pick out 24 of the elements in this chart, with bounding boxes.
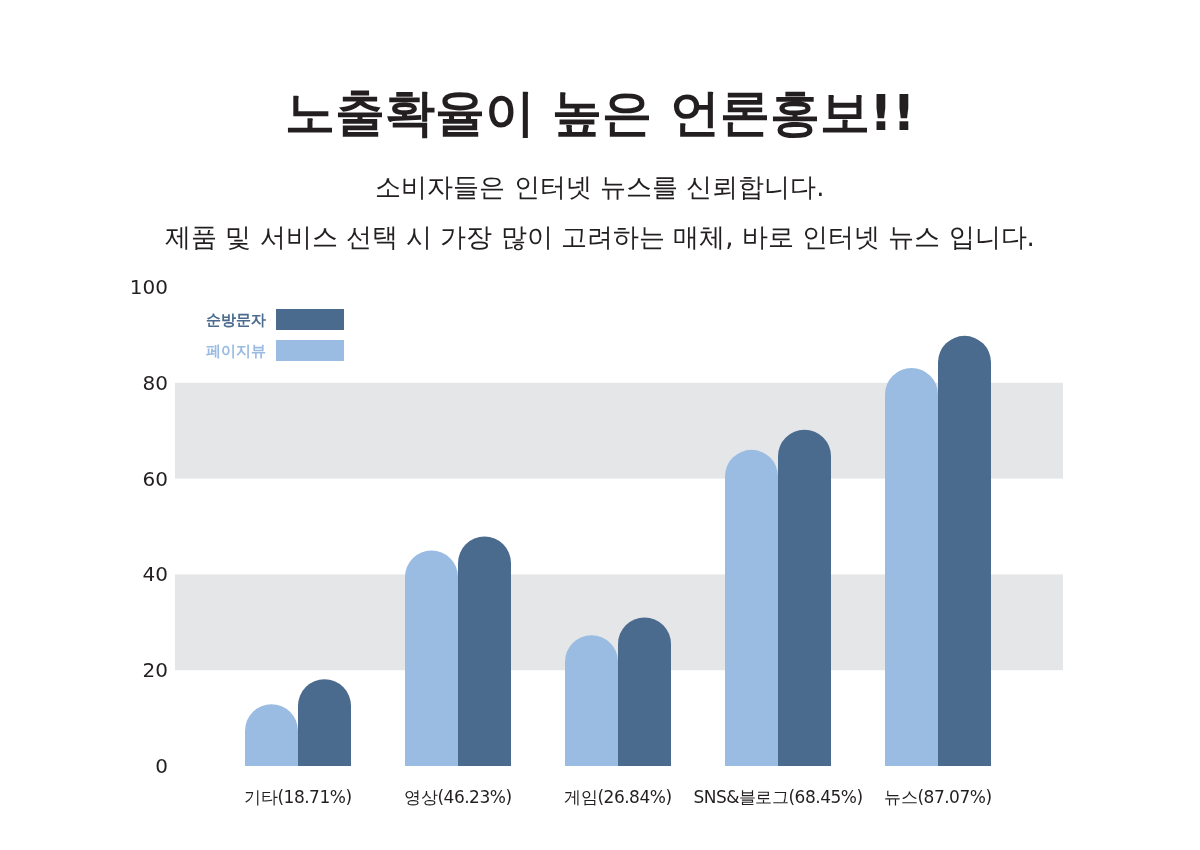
bar: [618, 617, 671, 766]
bar: [938, 335, 991, 766]
bar: [298, 679, 351, 766]
bar: [778, 429, 831, 766]
bar: [885, 368, 938, 766]
bar: [565, 635, 618, 766]
legend-label: 페이지뷰: [206, 342, 266, 360]
x-tick-label: SNS&블로그(68.45%): [693, 787, 863, 807]
y-tick-label: 40: [142, 562, 168, 587]
chart-title: 노출확율이 높은 언론홍보!!: [284, 84, 916, 142]
x-tick-label: 기타(18.71%): [244, 787, 352, 807]
bar: [405, 550, 458, 766]
x-tick-label: 뉴스(87.07%): [884, 787, 992, 807]
x-tick-label: 영상(46.23%): [404, 787, 512, 807]
chart-subtitle: 소비자들은 인터넷 뉴스를 신뢰합니다. 제품 및 서비스 선택 시 가장 많이 고려하는 매체, 바로 인터넷 뉴스 입니다.: [165, 172, 1035, 252]
y-tick-label: 0: [155, 754, 168, 778]
y-tick-label: 20: [142, 658, 168, 683]
bar: [725, 449, 778, 766]
y-tick-label: 60: [142, 466, 168, 491]
x-tick-label: 게임(26.84%): [564, 787, 672, 807]
y-tick-label: 80: [142, 370, 168, 395]
legend-label: 순방문자: [206, 311, 266, 329]
y-tick-label: 100: [129, 275, 168, 299]
bar: [458, 536, 511, 766]
